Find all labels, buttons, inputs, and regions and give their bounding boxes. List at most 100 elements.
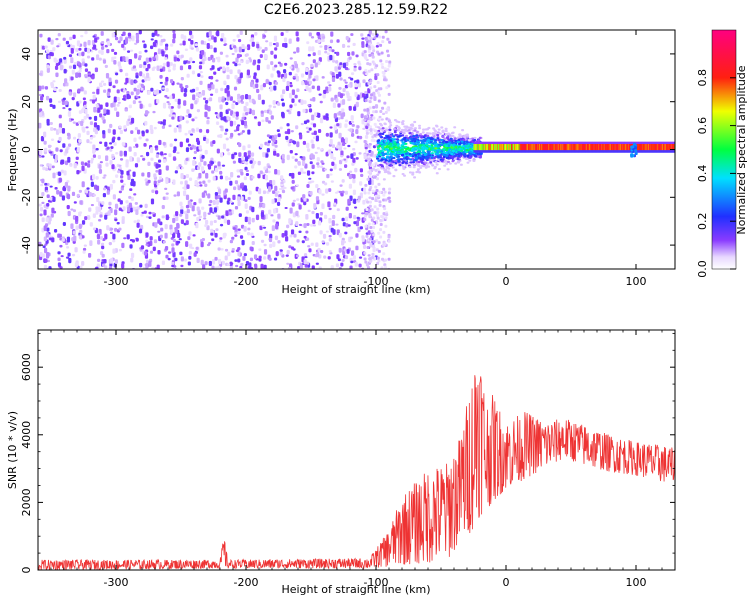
heatmap-cell [199,71,203,74]
heatmap-cell [383,136,387,140]
heatmap-cell [135,34,140,40]
heatmap-cell [58,136,62,142]
heatmap-cell [219,223,224,227]
heatmap-cell [46,64,50,69]
heatmap-cell [365,125,369,130]
heatmap-cell [93,122,98,128]
heatmap-cell [48,151,53,154]
heatmap-cell [469,145,473,148]
heatmap-cell [167,251,172,254]
heatmap-cell [289,149,293,154]
heatmap-cell [230,132,234,138]
heatmap-cell [245,172,250,177]
heatmap-cell [241,239,245,246]
heatmap-cell [149,250,154,254]
heatmap-cell [92,44,97,50]
heatmap-cell [248,99,253,103]
heatmap-cell [362,199,366,205]
heatmap-cell [219,237,223,240]
heatmap-cell [92,148,96,154]
heatmap-cell [195,47,200,52]
heatmap-cell [238,46,242,53]
heatmap-cell [244,188,248,192]
heatmap-cell [114,259,118,264]
heatmap-cell [444,152,448,155]
heatmap-cell [405,125,409,129]
heatmap-cell [77,142,81,146]
heatmap-cell [387,235,391,239]
heatmap-cell [52,47,56,52]
heatmap-cell [267,170,271,174]
heatmap-cell [281,102,285,107]
heatmap-cell [213,219,217,224]
heatmap-cell [288,71,292,76]
heatmap-cell [274,169,278,175]
heatmap-cell [176,222,180,229]
heatmap-cell [295,125,299,130]
heatmap-cell [261,99,265,105]
heatmap-cell [211,265,215,269]
heatmap-cell [419,139,423,142]
heatmap-cell [57,251,61,255]
heatmap-cell [125,200,129,204]
heatmap-cell [209,220,214,226]
heatmap-cell [353,198,357,204]
heatmap-cell [275,223,279,230]
heatmap-cell [209,45,213,50]
heatmap-cell [260,239,265,243]
heatmap-cell [215,121,220,125]
heatmap-cell [167,69,172,73]
heatmap-cell [173,56,177,62]
heatmap-cell [198,65,203,70]
heatmap-cell [268,104,272,108]
heatmap-cell [113,96,117,103]
heatmap-cell [159,234,163,239]
heatmap-cell [311,154,315,160]
heatmap-cell [38,122,42,129]
heatmap-cell [68,65,73,69]
heatmap-cell [336,208,340,212]
heatmap-cell [87,216,91,220]
heatmap-cell [185,147,190,153]
heatmap-cell [208,97,213,102]
heatmap-cell [357,195,361,201]
heatmap-cell [214,256,218,261]
heatmap-cell [367,82,371,86]
heatmap-cell [111,48,115,53]
heatmap-cell [187,236,191,241]
heatmap-cell [166,61,170,67]
heatmap-cell [185,120,189,124]
heatmap-cell [52,172,56,179]
heatmap-cell [332,156,337,161]
heatmap-cell [474,155,478,158]
heatmap-cell [161,50,165,57]
heatmap-cell [279,249,283,252]
heatmap-cell [388,159,392,162]
heatmap-cell [232,38,236,42]
heatmap-cell [45,190,49,193]
heatmap-cell [183,60,187,65]
heatmap-cell [236,169,240,173]
heatmap-cell [376,157,380,160]
heatmap-cell [321,240,325,244]
heatmap-cell [435,125,439,128]
heatmap-cell [304,80,308,86]
heatmap-cell [432,132,436,135]
heatmap-cell [93,106,97,113]
heatmap-cell [220,87,224,92]
heatmap-cell [287,128,291,135]
heatmap-cell [347,84,351,88]
heatmap-cell [241,116,245,120]
heatmap-cell [237,258,241,263]
heatmap-cell [331,220,335,227]
heatmap-cell [171,93,175,99]
heatmap-cell [136,219,140,223]
heatmap-cell [383,67,387,71]
heatmap-cell [395,148,399,151]
heatmap-cell [82,247,87,251]
heatmap-cell [165,192,169,195]
heatmap-cell [198,215,202,219]
heatmap-cell [433,129,437,132]
heatmap-cell [370,68,374,72]
heatmap-cell [191,60,196,64]
